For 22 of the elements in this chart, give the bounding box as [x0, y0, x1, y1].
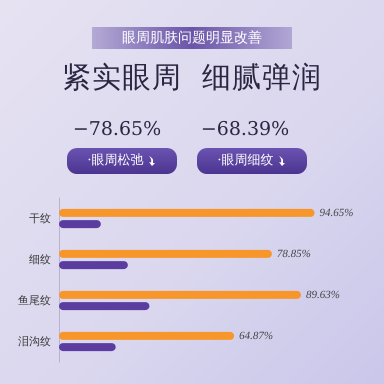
text: ·眼周细纹: [217, 153, 274, 168]
y-tick-label: 泪沟纹: [18, 335, 51, 348]
bar: [59, 261, 128, 270]
y-tick-label: 干纹: [29, 212, 51, 225]
text: −68.39%: [200, 118, 290, 140]
bar: [59, 302, 150, 310]
data-label: 94.65%: [320, 206, 354, 219]
bar: [59, 343, 116, 352]
bar: [59, 290, 301, 299]
data-label: 78.85%: [276, 248, 311, 260]
text: ·眼周松弛: [87, 153, 144, 168]
chart-title: 紧实眼周 细腻弹润: [60, 59, 324, 96]
text: −78.65%: [72, 118, 162, 140]
bar: [59, 220, 101, 228]
y-tick-label: 鱼尾纹: [18, 294, 51, 307]
y-tick-label: 细纹: [29, 253, 51, 266]
bar: [59, 332, 234, 340]
bar: [59, 250, 272, 258]
chart-subtitle: 眼周肌肤问题明显改善: [92, 27, 292, 49]
data-label: 64.87%: [239, 330, 274, 342]
bar: [59, 208, 315, 217]
data-label: 89.63%: [306, 288, 340, 301]
